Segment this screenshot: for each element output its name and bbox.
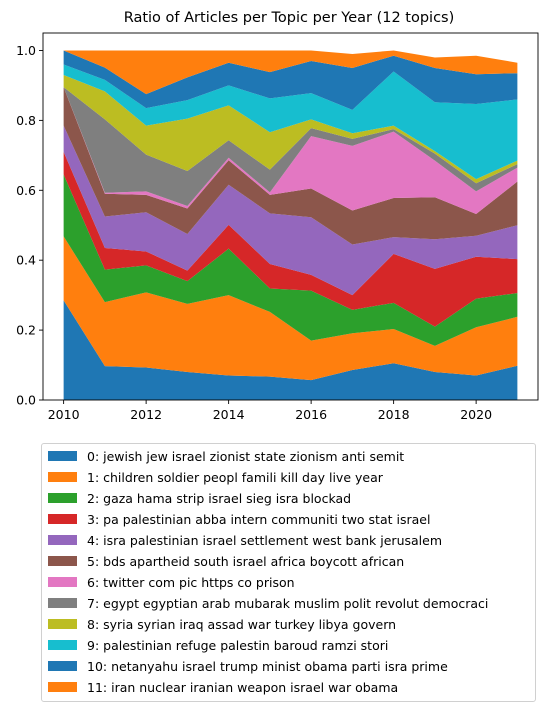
legend-item: 2: gaza hama strip israel sieg isra bloc… bbox=[48, 488, 351, 508]
axes: 2010 2012 2014 2016 2018 2020 0.0 0.2 0.4 0.6 0.8 1… bbox=[16, 32, 539, 422]
legend-swatch bbox=[48, 661, 77, 671]
area-series-8 bbox=[63, 74, 518, 184]
legend-swatch bbox=[48, 682, 77, 692]
legend-label: 7: egypt egyptian arab mubarak muslim po… bbox=[87, 595, 489, 611]
legend-swatch bbox=[48, 535, 77, 545]
legend-label: 10: netanyahu israel trump minist obama … bbox=[87, 658, 448, 674]
legend-item: 9: palestinian refuge palestin baroud ra… bbox=[48, 635, 388, 655]
legend-item: 8: syria syrian iraq assad war turkey li… bbox=[48, 614, 396, 634]
legend-label: 9: palestinian refuge palestin baroud ra… bbox=[87, 637, 389, 653]
y-tick-label: 0.8 bbox=[16, 113, 36, 128]
x-tick-label: 2014 bbox=[213, 407, 245, 422]
y-tick-label: 0.2 bbox=[16, 323, 36, 338]
area-layer bbox=[63, 50, 518, 400]
legend-label: 4: isra palestinian israel settlement we… bbox=[87, 532, 443, 548]
y-tick-label: 1.0 bbox=[16, 43, 36, 58]
legend-item: 4: isra palestinian israel settlement we… bbox=[48, 530, 442, 550]
legend-swatch bbox=[48, 640, 77, 650]
legend-label: 8: syria syrian iraq assad war turkey li… bbox=[87, 616, 397, 632]
y-tick-label: 0.6 bbox=[16, 183, 36, 198]
legend-swatch bbox=[48, 598, 77, 608]
x-tick-label: 2012 bbox=[130, 407, 162, 422]
area-series-5 bbox=[63, 87, 518, 245]
x-tick-label: 2016 bbox=[295, 407, 327, 422]
stacked-area-chart: Ratio of Articles per Topic per Year (12… bbox=[16, 10, 539, 422]
legend-swatch bbox=[48, 619, 77, 629]
legend-item: 5: bds apartheid south israel africa boy… bbox=[48, 551, 404, 571]
area-series-7 bbox=[63, 87, 518, 207]
legend-swatch bbox=[48, 514, 77, 524]
legend-label: 0: jewish jew israel zionist state zioni… bbox=[87, 448, 405, 464]
area-series-1 bbox=[63, 236, 518, 381]
y-tick-label: 0.0 bbox=[16, 393, 36, 408]
legend-swatch bbox=[48, 451, 77, 461]
legend-item: 0: jewish jew israel zionist state zioni… bbox=[48, 446, 404, 466]
area-series-10 bbox=[63, 50, 518, 110]
area-series-11 bbox=[63, 50, 518, 95]
legend-item: 6: twitter com pic https co prison bbox=[48, 572, 295, 592]
area-series-6 bbox=[63, 87, 518, 215]
x-tick-label: 2018 bbox=[378, 407, 410, 422]
legend-item: 3: pa palestinian abba intern communiti … bbox=[48, 509, 430, 529]
legend-label: 2: gaza hama strip israel sieg isra bloc… bbox=[87, 490, 352, 506]
legend-label: 6: twitter com pic https co prison bbox=[87, 574, 295, 590]
area-series-2 bbox=[63, 174, 518, 346]
area-series-3 bbox=[63, 151, 518, 327]
y-tick-label: 0.4 bbox=[16, 253, 36, 268]
legend-item: 7: egypt egyptian arab mubarak muslim po… bbox=[48, 593, 488, 613]
legend-swatch bbox=[48, 472, 77, 482]
legend-swatch bbox=[48, 577, 77, 587]
legend-label: 5: bds apartheid south israel africa boy… bbox=[87, 553, 405, 569]
legend-item: 11: iran nuclear iranian weapon israel w… bbox=[48, 677, 398, 697]
legend-label: 1: children soldier peopl famili kill da… bbox=[87, 469, 383, 485]
plot-frame bbox=[42, 32, 539, 401]
chart-title: Ratio of Articles per Topic per Year (12… bbox=[124, 10, 455, 26]
legend-item: 1: children soldier peopl famili kill da… bbox=[48, 467, 383, 487]
legend: 0: jewish jew israel zionist state zioni… bbox=[41, 443, 536, 702]
legend-item: 10: netanyahu israel trump minist obama … bbox=[48, 656, 448, 676]
legend-swatch bbox=[48, 556, 77, 566]
area-series-4 bbox=[63, 125, 518, 296]
x-tick-label: 2020 bbox=[460, 407, 492, 422]
legend-label: 3: pa palestinian abba intern communiti … bbox=[87, 511, 431, 527]
legend-label: 11: iran nuclear iranian weapon israel w… bbox=[87, 679, 399, 695]
x-tick-label: 2010 bbox=[48, 407, 80, 422]
area-series-9 bbox=[63, 64, 518, 180]
area-series-0 bbox=[63, 300, 518, 400]
legend-swatch bbox=[48, 493, 77, 503]
